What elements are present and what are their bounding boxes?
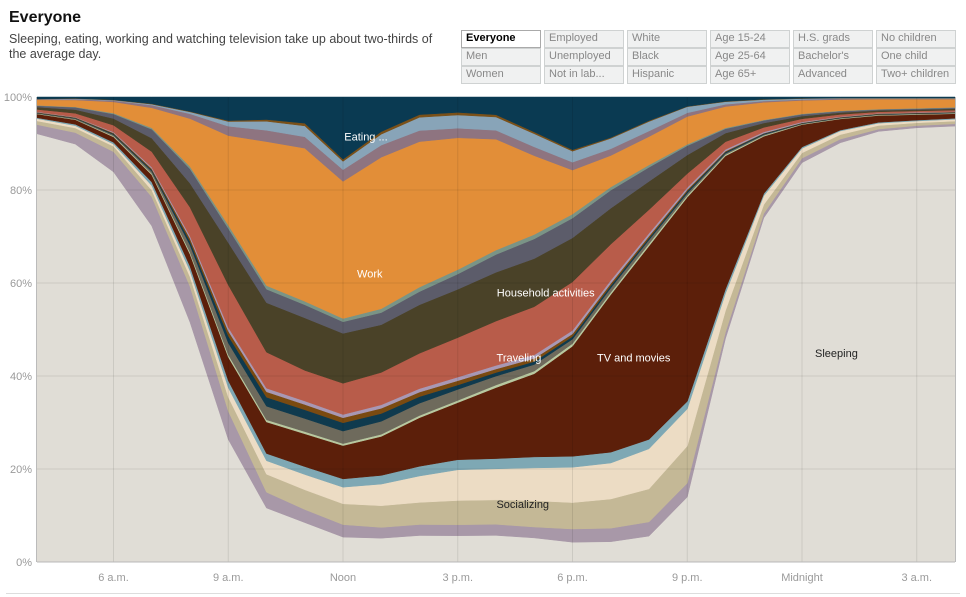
x-tick-label: 6 p.m.	[557, 572, 588, 584]
filter-white[interactable]: White	[627, 30, 707, 48]
filter-bachelor-s[interactable]: Bachelor's	[793, 48, 873, 66]
x-tick-label: Midnight	[781, 572, 823, 584]
filter-age-15-24[interactable]: Age 15-24	[710, 30, 790, 48]
label-traveling: Traveling	[497, 352, 542, 364]
x-tick-label: 9 p.m.	[672, 572, 703, 584]
page-subtitle: Sleeping, eating, working and watching t…	[9, 32, 433, 61]
label-socializing: Socializing	[496, 499, 549, 511]
filter-women[interactable]: Women	[461, 66, 541, 84]
y-axis: 0% 20% 40% 60% 80% 100%	[4, 92, 32, 569]
y-tick-label: 100%	[4, 92, 32, 104]
label-eating: Eating ...	[344, 132, 387, 144]
filter-everyone[interactable]: Everyone	[461, 30, 541, 48]
label-sleeping: Sleeping	[815, 348, 858, 360]
chart-layers	[36, 96, 956, 563]
x-tick-label: Noon	[330, 572, 356, 584]
filter-not-in-lab[interactable]: Not in lab...	[544, 66, 624, 84]
filter-unemployed[interactable]: Unemployed	[544, 48, 624, 66]
filter-age-25-64[interactable]: Age 25-64	[710, 48, 790, 66]
filter-h-s-grads[interactable]: H.S. grads	[793, 30, 873, 48]
y-tick-label: 60%	[10, 278, 32, 290]
filter-hispanic[interactable]: Hispanic	[627, 66, 707, 84]
chart-gridlines	[37, 97, 955, 562]
bottom-divider	[6, 593, 960, 594]
page-title: Everyone	[9, 9, 82, 26]
filter-advanced[interactable]: Advanced	[793, 66, 873, 84]
x-tick-label: 3 a.m.	[901, 572, 932, 584]
y-tick-label: 40%	[10, 371, 32, 383]
label-tv-and-movies: TV and movies	[597, 352, 671, 364]
x-tick-label: 9 a.m.	[213, 572, 244, 584]
label-household-activities: Household activities	[497, 287, 595, 299]
x-tick-label: 6 a.m.	[98, 572, 129, 584]
filter-no-children[interactable]: No children	[876, 30, 956, 48]
x-tick-label: 3 p.m.	[442, 572, 473, 584]
demographic-filter-grid: Everyone Employed White Age 15-24 H.S. grads…	[461, 30, 956, 84]
y-tick-label: 20%	[10, 464, 32, 476]
label-work: Work	[357, 269, 383, 281]
filter-one-child[interactable]: One child	[876, 48, 956, 66]
y-tick-label: 0%	[16, 557, 32, 569]
filter-age-65[interactable]: Age 65+	[710, 66, 790, 84]
x-axis: 6 a.m. 9 a.m. Noon 3 p.m. 6 p.m. 9 p.m. Midnig…	[98, 572, 932, 584]
layer-labels: Eating ... Work Household activities Travel…	[344, 132, 858, 511]
filter-two-children[interactable]: Two+ children	[876, 66, 956, 84]
filter-black[interactable]: Black	[627, 48, 707, 66]
filter-men[interactable]: Men	[461, 48, 541, 66]
y-tick-label: 80%	[10, 185, 32, 197]
filter-employed[interactable]: Employed	[544, 30, 624, 48]
